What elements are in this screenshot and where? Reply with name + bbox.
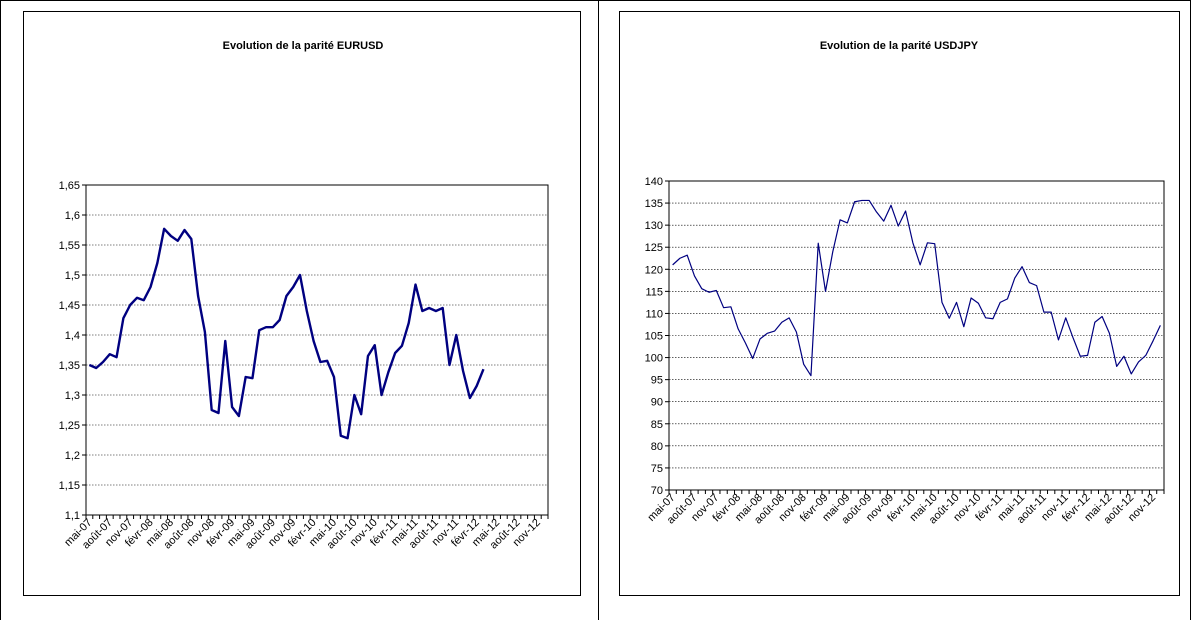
y-tick-label: 1,65 bbox=[59, 180, 80, 192]
eurusd-chart: Evolution de la parité EURUSD 1,1 1,15 1,2… bbox=[59, 40, 549, 552]
y-tick-label: 75 bbox=[651, 463, 663, 475]
chart-title: Evolution de la parité USDJPY bbox=[820, 40, 979, 52]
y-tick-label: 80 bbox=[651, 441, 663, 453]
y-tick-label: 135 bbox=[645, 198, 663, 210]
y-tick-label: 1,15 bbox=[59, 480, 80, 492]
y-tick-label: 1,25 bbox=[59, 420, 80, 432]
y-tick-label: 85 bbox=[651, 419, 663, 431]
y-tick-label: 1,5 bbox=[65, 270, 80, 282]
y-tick-label: 1,6 bbox=[65, 210, 80, 222]
y-tick-label: 1,2 bbox=[65, 450, 80, 462]
x-axis: mai-07août-07nov-07févr-08mai-08août-08n… bbox=[645, 490, 1165, 527]
y-tick-label: 1,35 bbox=[59, 360, 80, 372]
usdjpy-chart: Evolution de la parité USDJPY 70 75 80 85 90… bbox=[645, 40, 1165, 527]
y-tick-label: 95 bbox=[651, 375, 663, 387]
y-axis: 70 75 80 85 90 95 100 105 110 115 120 125 130 135 140 bbox=[645, 176, 669, 497]
series-layer bbox=[88, 227, 485, 440]
y-tick-label: 1,4 bbox=[65, 330, 80, 342]
right-panel: Evolution de la parité USDJPY 70 75 80 85 90… bbox=[598, 0, 1191, 620]
y-axis: 1,1 1,15 1,2 1,25 1,3 1,35 1,4 1,45 1,5 1,55 1,6 1,… bbox=[59, 180, 86, 522]
y-tick-label: 70 bbox=[651, 485, 663, 497]
usdjpy-chart-frame: Evolution de la parité USDJPY 70 75 80 85 90… bbox=[619, 11, 1180, 596]
y-tick-label: 125 bbox=[645, 242, 663, 254]
y-tick-label: 115 bbox=[645, 286, 663, 298]
y-tick-label: 100 bbox=[645, 353, 663, 365]
y-tick-label: 90 bbox=[651, 397, 663, 409]
series-line bbox=[672, 199, 1161, 377]
left-panel: Evolution de la parité EURUSD 1,1 1,15 1,2… bbox=[0, 0, 599, 620]
y-tick-label: 120 bbox=[645, 264, 663, 276]
x-axis: mai-07août-07nov-07févr-08mai-08août-08n… bbox=[62, 515, 549, 552]
y-tick-label: 1,45 bbox=[59, 300, 80, 312]
chart-title: Evolution de la parité EURUSD bbox=[223, 40, 384, 52]
eurusd-chart-frame: Evolution de la parité EURUSD 1,1 1,15 1,2… bbox=[23, 11, 581, 596]
series-line bbox=[88, 227, 485, 440]
y-tick-label: 1,55 bbox=[59, 240, 80, 252]
y-tick-label: 1,3 bbox=[65, 390, 80, 402]
y-tick-label: 130 bbox=[645, 220, 663, 232]
y-tick-label: 1,1 bbox=[65, 510, 80, 522]
y-tick-label: 110 bbox=[645, 308, 663, 320]
y-tick-label: 105 bbox=[645, 331, 663, 343]
gridlines bbox=[669, 202, 1164, 469]
series-layer bbox=[672, 199, 1161, 377]
y-tick-label: 140 bbox=[645, 176, 663, 188]
